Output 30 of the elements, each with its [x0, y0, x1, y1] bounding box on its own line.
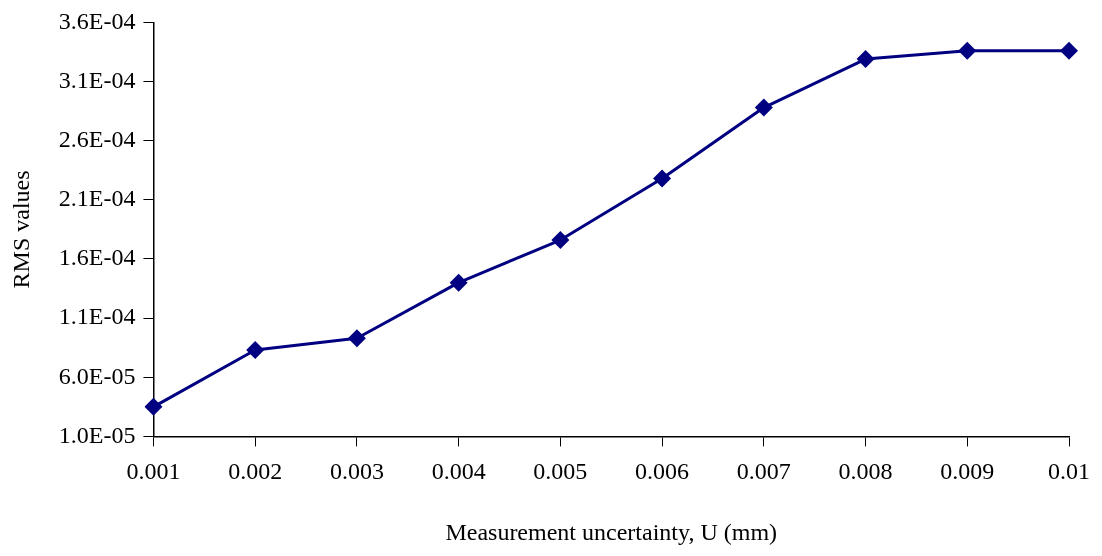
- point: [551, 231, 570, 250]
- y-tick-label: 1.0E-05: [58, 421, 136, 448]
- point: [347, 329, 366, 348]
- x-tick-label: 0.005: [533, 458, 588, 485]
- point: [246, 341, 265, 360]
- point: [449, 273, 468, 292]
- point: [856, 50, 875, 69]
- y-tick-label: 3.6E-04: [58, 7, 136, 34]
- x-tick-label: 0.006: [635, 458, 690, 485]
- point: [1060, 41, 1078, 60]
- x-axis-title: Measurement uncertainty, U (mm): [445, 518, 778, 545]
- x-tick-label: 0.007: [736, 458, 791, 485]
- y-tick-label: 1.6E-04: [58, 244, 136, 271]
- x-tick-label: 0.01: [1048, 458, 1090, 485]
- point: [958, 41, 977, 60]
- y-tick-label: 2.1E-04: [58, 185, 136, 212]
- y-tick-label: 2.6E-04: [58, 125, 136, 152]
- y-tick-label: 6.0E-05: [58, 362, 136, 389]
- point: [653, 169, 672, 188]
- x-tick-label: 0.008: [838, 458, 893, 485]
- x-tick-label: 0.009: [940, 458, 995, 485]
- x-tick-label: 0.002: [228, 458, 283, 485]
- y-tick-label: 3.1E-04: [58, 66, 136, 93]
- x-tick-label: 0.004: [431, 458, 486, 485]
- point: [144, 397, 163, 416]
- y-axis-title: RMS values: [7, 170, 34, 289]
- y-tick-label: 1.1E-04: [58, 303, 136, 330]
- point: [754, 98, 773, 117]
- x-tick-label: 0.003: [329, 458, 384, 485]
- x-tick-label: 0.001: [126, 458, 181, 485]
